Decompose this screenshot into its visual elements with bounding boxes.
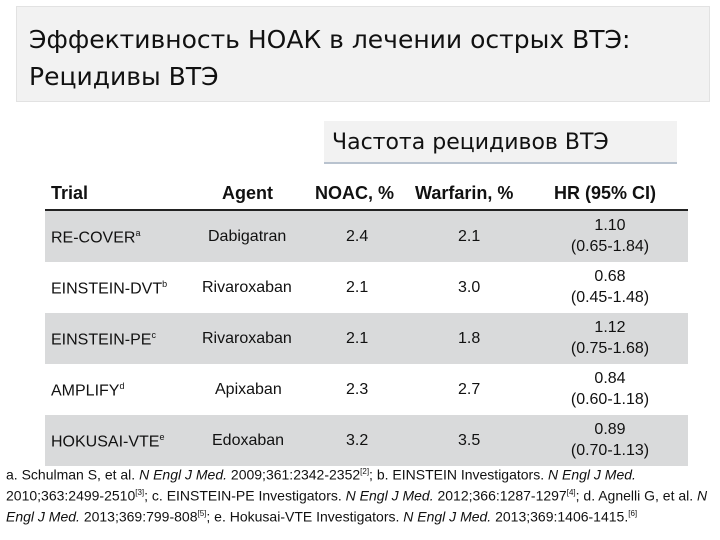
noac-cell: 3.2 [346,432,369,449]
table-header-row: Trial Agent NOAC, % Warfarin, % HR (95% … [45,183,688,211]
table-row: RE-COVERa Dabigatran 2.4 2.1 1.10 (0.65-1… [45,211,688,262]
ref-e-cite: 2013;369:1406-1415. [491,508,629,525]
warfarin-cell: 3.5 [458,432,481,449]
header-agent: Agent [222,183,273,203]
slide-title-line1: Эффективность НОАК в лечении острых ВТЭ: [29,25,631,54]
hr-value: 0.89 [594,421,626,438]
ref-c-cite: 2012;366:1287-1297 [433,487,567,504]
agent-cell: Dabigatran [208,228,287,245]
trial-name: EINSTEIN-DVTb [51,279,167,298]
ref-b-cite: 2010;363:2499-2510 [6,487,136,504]
trial-ref-sup: d [119,381,125,391]
hr-cell: 0.89 (0.70-1.13) [550,419,670,461]
ref-a-cite: 2009;361:2342-2352 [227,466,361,483]
ref-d-sup: [5] [197,509,207,519]
hr-cell: 0.84 (0.60-1.18) [550,368,670,410]
hr-value: 0.68 [594,268,626,285]
hr-ci: (0.45-1.48) [570,289,650,306]
noac-cell: 2.1 [346,330,369,347]
agent-cell: Rivaroxaban [202,330,292,347]
agent-cell: Edoxaban [212,432,285,449]
noac-cell: 2.4 [346,228,369,245]
hr-cell: 1.12 (0.75-1.68) [550,317,670,359]
ref-c-sup: [4] [566,488,576,498]
warfarin-cell: 3.0 [458,279,481,296]
trial-name: HOKUSAI-VTEe [51,432,164,451]
ref-a-journal: N Engl J Med. [139,466,228,483]
trial-name: RE-COVERa [51,228,140,247]
header-warfarin: Warfarin, % [415,183,514,203]
hr-ci: (0.60-1.18) [570,391,650,408]
table-row: HOKUSAI-VTEe Edoxaban 3.2 3.5 0.89 (0.70-… [45,415,688,466]
hr-ci: (0.65-1.84) [570,238,650,255]
hr-ci: (0.75-1.68) [570,340,650,357]
warfarin-cell: 2.1 [458,228,481,245]
ref-a: a. Schulman S, et al. [6,466,140,483]
ref-b: ; b. EINSTEIN Investigators. [369,466,548,483]
agent-cell: Apixaban [215,381,282,398]
slide-title: Эффективность НОАК в лечении острых ВТЭ:… [29,21,630,95]
trial-ref-sup: b [162,279,168,289]
ref-e: ; e. Hokusai-VTE Investigators. [206,508,404,525]
trial-name: EINSTEIN-PEc [51,330,156,349]
ref-e-journal: N Engl J Med. [403,508,492,525]
trial-ref-sup: e [159,432,165,442]
trial-label: EINSTEIN-DVT [51,280,163,298]
noac-cell: 2.3 [346,381,369,398]
table-row: EINSTEIN-PEc Rivaroxaban 2.1 1.8 1.12 (0.… [45,313,688,364]
trial-label: RE-COVER [51,229,136,247]
hr-cell: 0.68 (0.45-1.48) [550,266,670,308]
trial-ref-sup: c [151,330,156,340]
ref-d-journal: N Engl J Med. [6,487,708,525]
table-subtitle: Частота рецидивов ВТЭ [324,121,677,164]
ref-b-journal: N Engl J Med. [548,466,636,483]
table-row: AMPLIFYd Apixaban 2.3 2.7 0.84 (0.60-1.18… [45,364,688,415]
hr-value: 1.12 [594,319,626,336]
trial-label: AMPLIFY [51,382,120,400]
references: a. Schulman S, et al. N Engl J Med. 2009… [6,463,718,526]
agent-cell: Rivaroxaban [202,279,292,296]
warfarin-cell: 2.7 [458,381,481,398]
slide-title-line2: Рецидивы ВТЭ [29,62,219,91]
hr-ci: (0.70-1.13) [570,442,650,459]
warfarin-cell: 1.8 [458,330,481,347]
slide-title-box: Эффективность НОАК в лечении острых ВТЭ:… [16,6,710,102]
ref-a-sup: [2] [360,467,370,476]
table-row: EINSTEIN-DVTb Rivaroxaban 2.1 3.0 0.68 (0… [45,262,688,313]
ref-e-sup: [6] [628,509,638,519]
header-hr: HR (95% CI) [554,183,657,203]
ref-d: ; d. Agnelli G, et al. [575,487,698,504]
results-table: Trial Agent NOAC, % Warfarin, % HR (95% … [45,183,688,466]
trial-label: HOKUSAI-VTE [51,433,160,451]
hr-cell: 1.10 (0.65-1.84) [550,215,670,257]
ref-c-journal: N Engl J Med. [345,487,434,504]
trial-ref-sup: a [135,228,141,238]
trial-label: EINSTEIN-PE [51,331,152,349]
hr-value: 1.10 [594,217,626,234]
noac-cell: 2.1 [346,279,369,296]
hr-value: 0.84 [594,370,626,387]
ref-b-sup: [3] [135,488,145,498]
ref-c: ; c. EINSTEIN-PE Investigators. [144,487,346,504]
header-trial: Trial [51,183,89,203]
header-noac: NOAC, % [315,183,395,203]
ref-d-cite: 2013;369:799-808 [79,508,198,525]
trial-name: AMPLIFYd [51,381,124,400]
